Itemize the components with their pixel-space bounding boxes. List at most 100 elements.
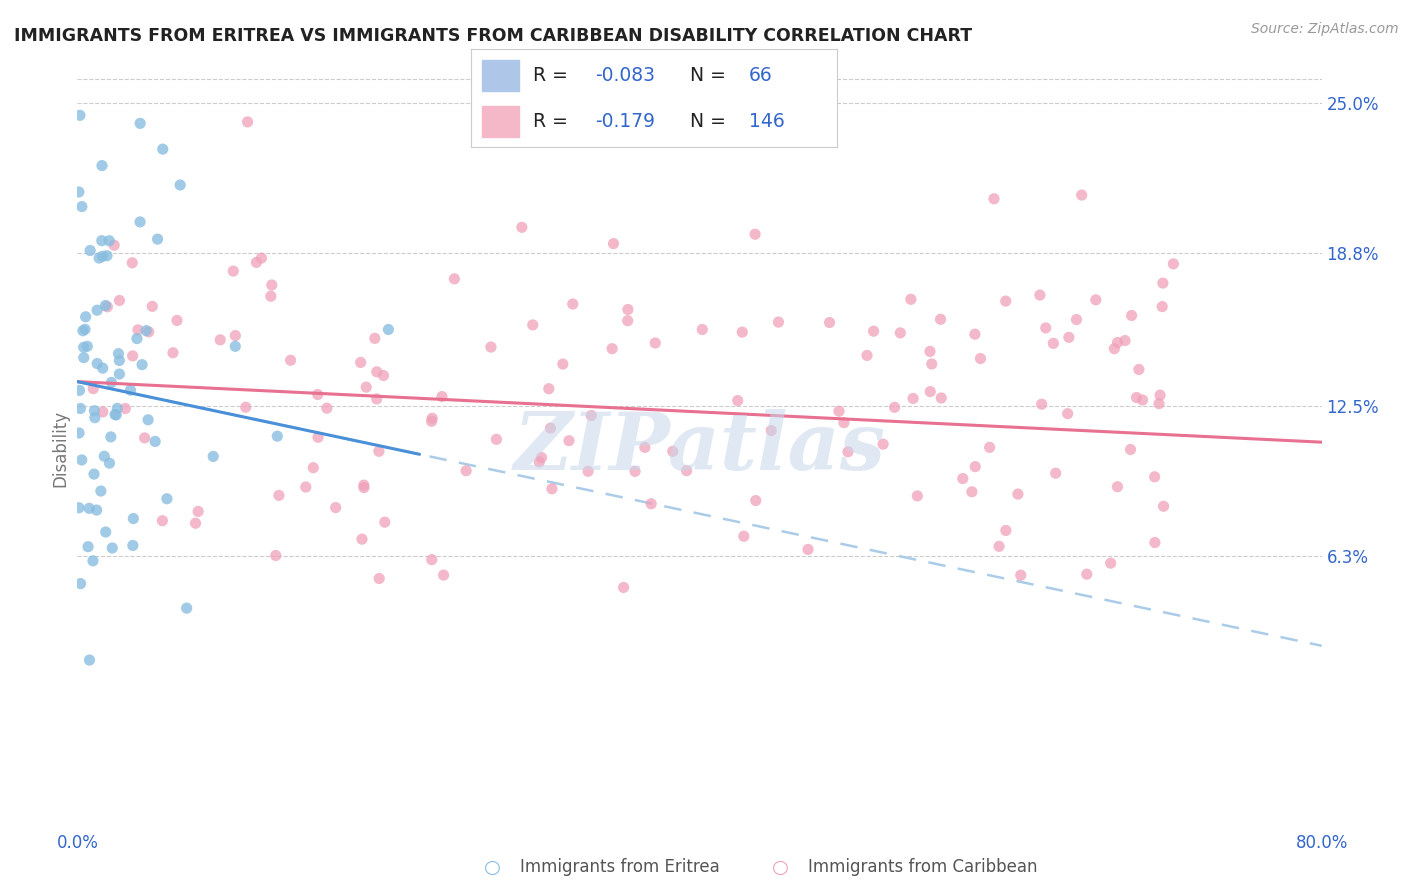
Point: [103, 238, 125, 252]
Point: [1010, 568, 1032, 582]
Point: [127, 323, 149, 337]
Point: [731, 325, 754, 339]
Point: [1084, 293, 1107, 307]
Text: ○: ○: [772, 857, 789, 877]
Point: [634, 441, 657, 455]
Point: [1056, 407, 1078, 421]
Point: [1143, 470, 1166, 484]
Point: [83, 410, 105, 425]
Point: [350, 532, 373, 546]
Point: [1107, 480, 1129, 494]
Point: [86, 357, 108, 371]
Point: [1029, 288, 1052, 302]
Point: [744, 227, 766, 242]
Point: [1128, 362, 1150, 376]
Point: [114, 401, 136, 416]
Point: [479, 340, 502, 354]
Point: [1099, 556, 1122, 570]
Point: [100, 430, 122, 444]
Point: [432, 568, 454, 582]
Point: [72, 340, 94, 354]
Point: [86, 303, 108, 318]
Point: [920, 384, 942, 399]
Point: [745, 493, 768, 508]
Point: [675, 464, 697, 478]
Point: [616, 314, 638, 328]
Point: [150, 514, 173, 528]
Point: [640, 497, 662, 511]
Point: [613, 581, 636, 595]
Point: [353, 478, 375, 492]
Point: [797, 542, 820, 557]
Point: [224, 328, 246, 343]
Point: [224, 339, 246, 353]
Point: [900, 293, 922, 307]
Point: [120, 383, 142, 397]
Point: [644, 335, 666, 350]
Point: [77, 540, 100, 554]
Point: [1163, 257, 1185, 271]
Point: [856, 348, 879, 362]
Point: [768, 315, 790, 329]
Point: [162, 345, 184, 359]
Point: [96, 300, 118, 314]
Point: [307, 387, 329, 401]
Point: [828, 404, 851, 418]
Point: [67, 425, 90, 440]
Point: [733, 529, 755, 543]
Point: [94, 524, 117, 539]
Point: [456, 464, 478, 478]
Point: [83, 467, 105, 481]
Point: [1147, 397, 1170, 411]
Point: [108, 367, 131, 381]
Point: [832, 416, 855, 430]
Point: [104, 408, 127, 422]
Point: [530, 450, 553, 465]
Point: [69, 108, 91, 122]
Point: [266, 429, 288, 443]
Point: [354, 380, 377, 394]
Point: [70, 453, 93, 467]
Point: [294, 480, 316, 494]
Point: [152, 142, 174, 156]
Point: [187, 504, 209, 518]
Point: [245, 255, 267, 269]
Point: [837, 444, 859, 458]
Point: [581, 409, 603, 423]
Point: [510, 220, 533, 235]
Point: [420, 552, 443, 566]
Point: [576, 464, 599, 478]
Point: [818, 316, 841, 330]
Point: [76, 339, 98, 353]
Point: [93, 449, 115, 463]
Point: [169, 178, 191, 192]
Point: [872, 437, 894, 451]
Point: [965, 459, 987, 474]
FancyBboxPatch shape: [482, 106, 519, 137]
Point: [1152, 276, 1174, 290]
Point: [141, 299, 163, 313]
Point: [83, 403, 105, 417]
Point: [280, 353, 302, 368]
Text: Immigrants from Eritrea: Immigrants from Eritrea: [520, 858, 720, 876]
Point: [122, 511, 145, 525]
Point: [98, 456, 121, 470]
Point: [430, 390, 453, 404]
Point: [1132, 392, 1154, 407]
Point: [969, 351, 991, 366]
Point: [108, 293, 131, 308]
Text: ○: ○: [484, 857, 501, 877]
Point: [87, 251, 110, 265]
Point: [761, 424, 783, 438]
Point: [350, 355, 373, 369]
Point: [67, 185, 90, 199]
Text: R =: R =: [533, 66, 568, 85]
Point: [368, 572, 391, 586]
Point: [90, 483, 112, 498]
Point: [1035, 321, 1057, 335]
Point: [727, 393, 749, 408]
Point: [929, 312, 952, 326]
Point: [166, 313, 188, 327]
Text: N =: N =: [690, 112, 727, 131]
Point: [73, 351, 96, 365]
